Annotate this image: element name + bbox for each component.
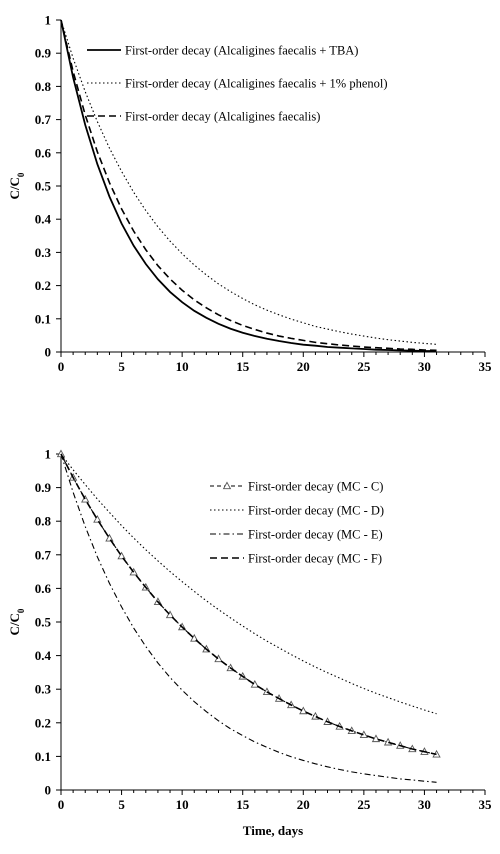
x-tick-label: 5 — [118, 359, 125, 374]
x-tick-label: 5 — [118, 797, 125, 812]
chart-1: 00.10.20.30.40.50.60.70.80.910 5 10 15 20 25 3… — [7, 13, 492, 375]
series-line-3 — [60, 19, 437, 352]
y-tick-label: 0 — [45, 345, 52, 360]
series-point — [93, 514, 102, 523]
y-axis-label: C/C0 — [7, 608, 26, 635]
y-tick-label: 0.9 — [35, 480, 52, 495]
legend-label: First-order decay (MC - C) — [248, 480, 383, 494]
y-tick-label: 0.5 — [35, 615, 52, 630]
y-axis-label: C/C0 — [7, 172, 26, 199]
y-tick-label: 0.2 — [35, 715, 51, 730]
chart-2: 00.10.20.30.40.50.60.70.80.910 5 10 15 20 25 3… — [7, 447, 492, 839]
y-tick-label: 0.8 — [35, 79, 52, 94]
series-line-1 — [60, 19, 437, 352]
x-tick-label: 20 — [297, 359, 310, 374]
y-tick-label: 0.7 — [35, 547, 52, 562]
series-line-2 — [60, 453, 437, 715]
series-line-1 — [60, 453, 437, 755]
y-tick-label: 0.1 — [35, 749, 51, 764]
legend-label: First-order decay (Alcaligines faecalis … — [125, 77, 388, 91]
legend-label: First-order decay (MC - D) — [248, 504, 384, 518]
legend-label: First-order decay (MC - F) — [248, 552, 382, 566]
x-tick-label: 35 — [479, 797, 493, 812]
x-tick-label: 30 — [418, 797, 431, 812]
series-line-3 — [60, 453, 437, 783]
x-tick-label: 0 — [58, 359, 65, 374]
series-point — [117, 551, 126, 560]
y-tick-label: 0 — [45, 783, 52, 798]
y-tick-label: 0.2 — [35, 278, 51, 293]
legend-label: First-order decay (Alcaligines faecalis) — [125, 110, 320, 124]
x-tick-label: 15 — [236, 359, 250, 374]
y-tick-label: 0.3 — [35, 245, 52, 260]
legend-label: First-order decay (Alcaligines faecalis … — [125, 44, 358, 58]
x-tick-label: 10 — [176, 359, 189, 374]
y-tick-label: 0.6 — [35, 145, 52, 160]
y-tick-label: 0.4 — [35, 212, 52, 227]
x-tick-label: 25 — [357, 797, 371, 812]
series-point — [165, 610, 175, 619]
x-tick-label: 30 — [418, 359, 431, 374]
series-point — [56, 449, 66, 458]
series-line-4 — [60, 453, 437, 756]
x-axis-label: Time, days — [243, 823, 303, 838]
y-tick-label: 0.8 — [35, 514, 52, 529]
y-tick-label: 0.3 — [35, 682, 52, 697]
x-tick-label: 15 — [236, 797, 250, 812]
y-tick-label: 0.1 — [35, 311, 51, 326]
legend-label: First-order decay (MC - E) — [248, 528, 383, 542]
y-tick-label: 0.4 — [35, 648, 52, 663]
x-tick-label: 0 — [58, 797, 65, 812]
x-tick-label: 10 — [176, 797, 189, 812]
y-tick-label: 0.9 — [35, 46, 52, 61]
y-tick-label: 1 — [45, 13, 52, 28]
x-tick-label: 25 — [357, 359, 371, 374]
y-tick-label: 0.6 — [35, 581, 52, 596]
x-tick-label: 35 — [479, 359, 493, 374]
series-point — [190, 633, 199, 642]
y-tick-label: 0.7 — [35, 112, 52, 127]
y-tick-label: 0.5 — [35, 179, 52, 194]
legend-marker — [222, 481, 232, 490]
series-line-2 — [60, 19, 437, 345]
y-tick-label: 1 — [45, 447, 52, 462]
x-tick-label: 20 — [297, 797, 310, 812]
series-point — [81, 494, 90, 503]
